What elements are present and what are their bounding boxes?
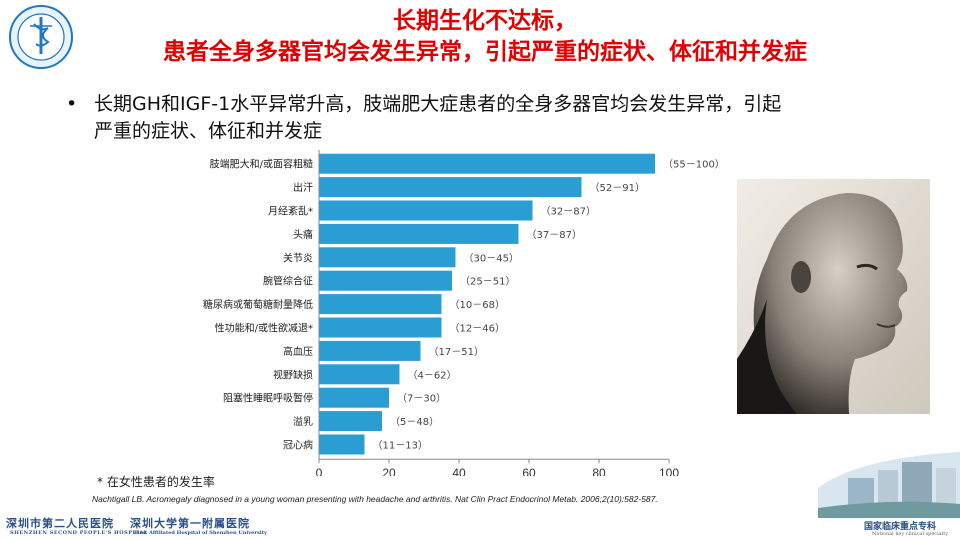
bar — [319, 411, 382, 432]
hospital-building-image — [818, 452, 960, 518]
bar — [319, 200, 533, 221]
range-label: （11－13） — [373, 440, 428, 452]
range-label: （52－91） — [590, 182, 645, 194]
hospital-seal-logo — [9, 5, 73, 69]
specialty-logo-en: National key clinical specialty — [872, 531, 949, 537]
title-line-1: 长期生化不达标， — [393, 8, 577, 34]
category-label: 腕管综合征 — [263, 275, 313, 288]
range-label: （25－51） — [460, 276, 515, 288]
title-line-2: 患者全身多器官均会发生异常，引起严重的症状、体征和并发症 — [163, 39, 807, 65]
category-label: 糖尿病或葡萄糖耐量降低 — [203, 298, 313, 311]
range-label: （30－45） — [464, 252, 519, 264]
category-label: 冠心病 — [283, 439, 313, 452]
hospital-logo-2-en: First Affiliated Hospital of Shenzhen Un… — [134, 530, 267, 536]
category-label: 溢乳 — [293, 415, 313, 428]
category-label: 肢端肥大和/或面容粗糙 — [210, 158, 313, 171]
category-label: 月经紊乱* — [268, 205, 313, 218]
category-label: 关节炎 — [283, 251, 313, 264]
x-tick-label: 80 — [592, 466, 606, 476]
footnote: * 在女性患者的发生率 — [97, 475, 215, 489]
slide-title: 长期生化不达标， 患者全身多器官均会发生异常，引起严重的症状、体征和并发症 — [90, 6, 880, 68]
bar — [319, 317, 442, 338]
category-label: 性功能和/或性欲减退* — [215, 322, 313, 335]
bar — [319, 153, 655, 174]
category-label: 视野缺损 — [273, 368, 313, 381]
category-label: 阻塞性睡眠呼吸暂停 — [223, 392, 313, 405]
range-label: （7－30） — [397, 393, 446, 405]
bar — [319, 177, 582, 198]
category-label: 出汗 — [293, 181, 313, 194]
range-label: （12－46） — [450, 323, 505, 335]
bar — [319, 387, 389, 408]
citation: Nachtigall LB. Acromegaly diagnosed in a… — [92, 494, 658, 504]
bar — [319, 434, 365, 455]
x-tick-label: 20 — [382, 466, 396, 476]
range-label: （4－62） — [408, 369, 457, 381]
bullet-text: 长期GH和IGF-1水平异常升高，肢端肥大症患者的全身多器官均会发生异常，引起 … — [94, 91, 894, 145]
range-label: （32－87） — [541, 206, 596, 218]
bar — [319, 223, 519, 244]
bar-chart: 肢端肥大和/或面容粗糙 （55－100） 出汗 （52－91） 月经紊乱* （32－87）… — [203, 150, 725, 476]
bar — [319, 270, 452, 291]
hospital-logo-2: 深圳大学第一附属医院 — [130, 517, 250, 530]
x-tick-label: 0 — [316, 466, 323, 476]
hospital-logo-1: 深圳市第二人民医院 — [6, 517, 114, 530]
bar — [319, 294, 442, 315]
range-label: （55－100） — [663, 159, 725, 171]
bar — [319, 340, 421, 361]
range-label: （10－68） — [450, 299, 505, 311]
range-label: （37－87） — [527, 229, 582, 241]
x-tick-label: 60 — [522, 466, 536, 476]
bullet-line-1: 长期GH和IGF-1水平异常升高，肢端肥大症患者的全身多器官均会发生异常，引起 — [94, 93, 782, 115]
bar — [319, 364, 400, 385]
range-label: （5－48） — [390, 416, 439, 428]
patient-profile-photo — [737, 179, 930, 414]
category-label: 头痛 — [293, 228, 313, 241]
bar — [319, 247, 456, 268]
bullet-line-2: 严重的症状、体征和并发症 — [94, 120, 323, 142]
x-tick-label: 100 — [659, 466, 679, 476]
category-label: 高血压 — [283, 345, 313, 358]
hospital-logo-1-en: SHENZHEN SECOND PEOPLE'S HOSPITAL — [10, 530, 148, 536]
specialty-logo: 国家临床重点专科 — [864, 522, 937, 532]
x-tick-label: 40 — [452, 466, 466, 476]
bullet-marker: • — [66, 93, 78, 115]
range-label: （17－51） — [429, 346, 484, 358]
